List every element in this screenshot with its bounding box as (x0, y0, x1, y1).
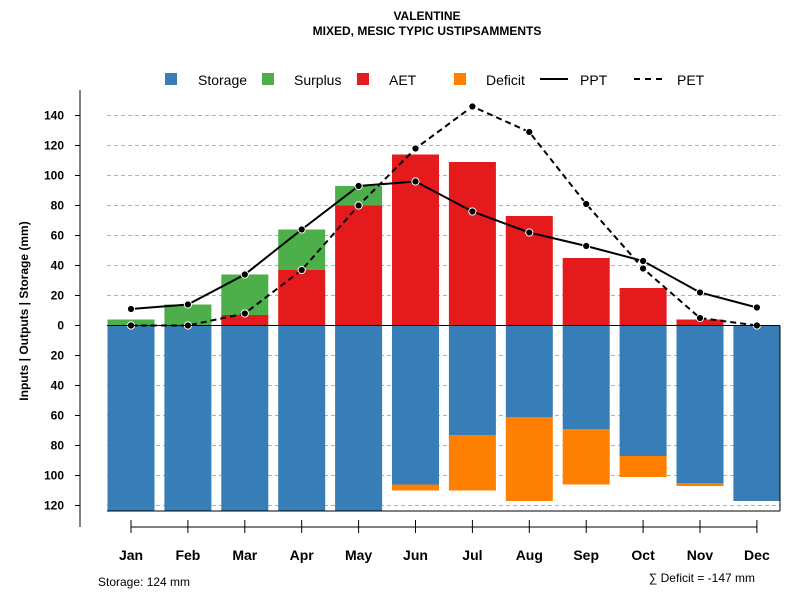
storage-bar-jul (448, 325, 496, 435)
x-tick-label-sep: Sep (573, 547, 599, 563)
ppt-point-aug (525, 228, 534, 237)
storage-annotation: Storage: 124 mm (98, 575, 190, 589)
axes: 140 120 100 80 60 40 20 0 20 40 60 80 100 120 Jan Feb Ma… (44, 90, 781, 563)
pet-point-jun (411, 144, 420, 153)
pet-point-jul (468, 102, 477, 111)
grid-lines (107, 115, 780, 506)
ppt-point-nov (695, 288, 705, 297)
chart-subtitle: MIXED, MESIC TYPIC USTIPSAMMENTS (313, 24, 542, 38)
y-tick-label: 100 (44, 169, 64, 183)
y-axis-label: Inputs | Outputs | Storage (mm) (17, 221, 31, 400)
y-tick-label: 0 (57, 319, 64, 333)
ppt-point-jul (468, 207, 477, 216)
legend-label-storage: Storage (198, 72, 247, 88)
storage-bar-mar (221, 325, 269, 512)
legend-label-pet: PET (677, 72, 705, 88)
deficit-bar-sep (562, 429, 610, 485)
y-tick-label: 120 (44, 139, 64, 153)
legend: Storage Surplus AET Deficit PPT PET (165, 72, 705, 88)
y-tick-label: 80 (51, 199, 65, 213)
ppt-point-apr (297, 225, 306, 234)
ppt-point-mar (240, 270, 249, 279)
deficit-bar-oct (619, 456, 667, 477)
y-tick-label: 20 (51, 289, 65, 303)
legend-label-ppt: PPT (580, 72, 608, 88)
pet-point-aug (525, 127, 534, 137)
ppt-point-may (354, 181, 363, 191)
legend-label-aet: AET (389, 72, 417, 88)
x-tick-label-may: May (345, 547, 372, 563)
ppt-point-sep (582, 241, 591, 251)
y-tick-label: 140 (44, 109, 64, 123)
deficit-bar-jun (392, 484, 439, 491)
aet-bar-jul (448, 162, 496, 326)
aet-bar-mar (221, 315, 269, 326)
lines (126, 102, 762, 330)
y-tick-label: 120 (44, 499, 64, 513)
pet-line (131, 105, 758, 327)
storage-bar-jun (392, 325, 439, 485)
legend-swatch-storage (165, 73, 177, 85)
deficit-bar-jul (448, 435, 496, 491)
y-tick-label: 40 (51, 379, 65, 393)
pet-point-may (354, 201, 363, 210)
x-tick-label-mar: Mar (232, 547, 257, 563)
y-tick-label: 60 (51, 229, 65, 243)
x-tick-label-dec: Dec (744, 547, 770, 563)
surplus-bar-may (335, 186, 383, 206)
x-tick-label-feb: Feb (175, 547, 200, 563)
storage-bar-aug (505, 325, 553, 417)
x-tick-label-nov: Nov (687, 547, 714, 563)
legend-label-deficit: Deficit (486, 72, 525, 88)
y-tick-label: 80 (51, 439, 65, 453)
storage-bar-dec (733, 325, 781, 501)
x-tick-label-jun: Jun (403, 547, 428, 563)
chart-title: VALENTINE (393, 9, 460, 23)
x-tick-label-apr: Apr (290, 547, 315, 563)
surplus-bar-feb (164, 304, 212, 326)
aet-bar-sep (562, 258, 610, 326)
pet-point-oct (639, 264, 648, 273)
pet-point-mar (240, 309, 249, 318)
ppt-point-jun (411, 177, 420, 186)
deficit-annotation: ∑ Deficit = -147 mm (649, 571, 755, 585)
y-tick-label: 100 (44, 469, 64, 483)
storage-bar-feb (164, 325, 212, 512)
x-tick-label-aug: Aug (516, 547, 543, 563)
pet-point-sep (582, 199, 591, 209)
legend-swatch-deficit (454, 73, 466, 85)
pet-point-apr (297, 265, 306, 275)
legend-label-surplus: Surplus (294, 72, 341, 88)
aet-bar-apr (278, 270, 326, 326)
storage-bar-may (335, 325, 383, 512)
storage-bar-sep (562, 325, 610, 429)
legend-swatch-surplus (262, 73, 274, 85)
ppt-line (130, 180, 758, 310)
surplus-bar-mar (221, 274, 269, 315)
ppt-point-dec (752, 303, 762, 312)
x-tick-label-jan: Jan (119, 547, 143, 563)
pet-point-nov (695, 313, 705, 323)
deficit-bar-nov (676, 483, 724, 486)
aet-bar-oct (619, 288, 667, 326)
deficit-bar-aug (505, 417, 553, 501)
storage-bar-jan (107, 325, 155, 512)
y-tick-label: 20 (51, 349, 65, 363)
legend-swatch-aet (357, 73, 369, 85)
aet-bar-may (335, 205, 383, 326)
y-tick-label: 40 (51, 259, 65, 273)
ppt-point-oct (639, 256, 648, 266)
y-tick-label: 60 (51, 409, 65, 423)
ppt-point-feb (183, 300, 192, 309)
x-tick-label-oct: Oct (631, 547, 655, 563)
x-tick-label-jul: Jul (462, 547, 482, 563)
surplus-bar-apr (278, 229, 326, 270)
ppt-point-jan (126, 304, 136, 314)
storage-bar-apr (278, 325, 326, 512)
storage-bar-oct (619, 325, 667, 456)
storage-bar-nov (676, 325, 724, 483)
bars (107, 154, 781, 512)
aet-bar-nov (676, 319, 724, 326)
